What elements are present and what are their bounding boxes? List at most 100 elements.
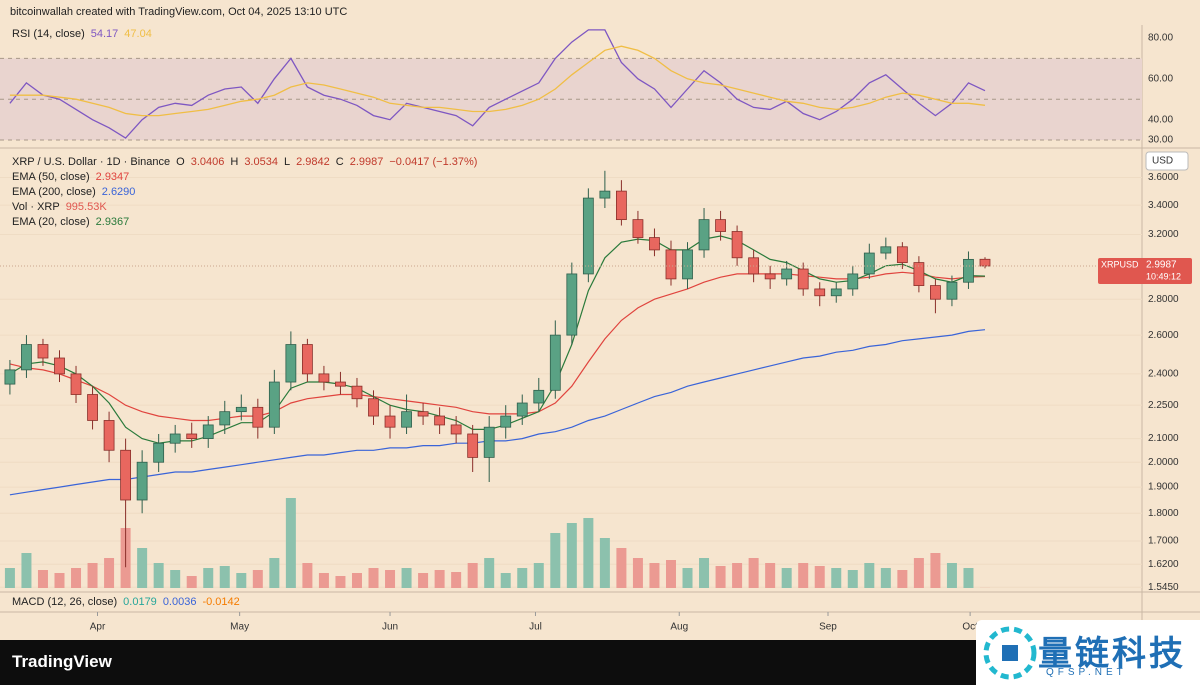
volume-bar bbox=[153, 563, 164, 588]
volume-bar bbox=[4, 568, 15, 588]
volume-bar bbox=[682, 568, 693, 588]
legend-value: 0.0036 bbox=[162, 596, 197, 608]
y-tick-label: 1.5450 bbox=[1148, 582, 1179, 593]
ohlc-prefix: O bbox=[176, 156, 185, 168]
currency-box bbox=[1145, 151, 1189, 171]
volume-bar bbox=[37, 570, 48, 588]
rsi-line bbox=[9, 45, 986, 117]
volume-bar bbox=[467, 563, 478, 588]
volume-bar bbox=[351, 573, 362, 588]
candle-body bbox=[764, 273, 776, 280]
ohlc-value: 2.9987 bbox=[349, 156, 384, 168]
volume-bar bbox=[368, 568, 379, 588]
volume-bar bbox=[21, 553, 32, 588]
volume-bar bbox=[599, 538, 610, 588]
x-tick-label: Sep bbox=[819, 622, 837, 633]
legend-value: -0.0142 bbox=[202, 596, 240, 608]
y-tick-label: 2.8000 bbox=[1148, 294, 1179, 305]
volume-bar bbox=[798, 563, 809, 588]
watermark: 量链科技 QFSP.NET bbox=[976, 620, 1200, 685]
candle-body bbox=[351, 385, 363, 400]
x-tick-label: Oct bbox=[962, 622, 978, 633]
candle-body bbox=[335, 381, 346, 387]
candle-body bbox=[467, 433, 479, 458]
price-label: 2.9987 bbox=[1146, 260, 1177, 271]
volume-bar bbox=[104, 558, 115, 588]
candle-body bbox=[913, 262, 925, 286]
legend-value: 2.9347 bbox=[95, 171, 130, 183]
legend-name: EMA (200, close) bbox=[12, 186, 96, 198]
volume-bar bbox=[252, 570, 263, 588]
ohlc-value: 3.0534 bbox=[244, 156, 278, 168]
volume-bar bbox=[963, 568, 974, 588]
volume-bar bbox=[219, 566, 230, 588]
watermark-site: QFSP.NET bbox=[1046, 667, 1127, 678]
legend-value: 47.04 bbox=[124, 28, 152, 40]
volume-bar bbox=[665, 560, 676, 588]
candle-body bbox=[401, 411, 412, 428]
x-tick-label: Apr bbox=[90, 622, 106, 633]
y-tick-label: 60.00 bbox=[1148, 73, 1173, 84]
candle-body bbox=[417, 411, 429, 417]
brand: TradingView bbox=[12, 652, 112, 671]
volume-bar bbox=[550, 533, 561, 588]
candle-body bbox=[781, 268, 793, 280]
candle-body bbox=[582, 197, 594, 275]
countdown: 10:49:12 bbox=[1146, 271, 1181, 281]
candle-body bbox=[483, 426, 495, 458]
candle-body bbox=[21, 344, 32, 371]
volume-bar bbox=[87, 563, 98, 588]
ema-line bbox=[9, 271, 986, 422]
rsi-line bbox=[9, 29, 986, 139]
volume-bar bbox=[54, 573, 65, 588]
legend-value: 0.0179 bbox=[123, 596, 157, 608]
candle-body bbox=[136, 461, 148, 501]
candle-body bbox=[599, 190, 611, 199]
volume-bar bbox=[71, 568, 82, 588]
volume-bar bbox=[269, 558, 280, 588]
volume-bar bbox=[302, 563, 313, 588]
legend-title: XRP / U.S. Dollar · 1D · Binance bbox=[12, 156, 171, 168]
ema-line bbox=[9, 329, 986, 496]
ohlc-value: 2.9842 bbox=[296, 156, 330, 168]
candle-body bbox=[70, 373, 82, 395]
candle-body bbox=[616, 190, 627, 221]
candle-body bbox=[252, 406, 264, 428]
volume-bar bbox=[137, 548, 148, 588]
candle-body bbox=[880, 246, 892, 254]
candle-body bbox=[368, 398, 379, 417]
y-tick-label: 1.8000 bbox=[1148, 508, 1179, 519]
volume-bar bbox=[715, 566, 726, 588]
volume-bar bbox=[484, 558, 495, 588]
x-tick-label: Aug bbox=[670, 622, 688, 633]
candle-body bbox=[830, 288, 842, 297]
y-tick-label: 30.00 bbox=[1148, 135, 1173, 146]
legend: RSI (14, close) 54.17 47.04 bbox=[12, 28, 158, 40]
candle-body bbox=[814, 288, 826, 297]
legend-name: EMA (20, close) bbox=[12, 216, 90, 228]
credit: bitcoinwallah created with TradingView.c… bbox=[10, 6, 348, 18]
candle-body bbox=[715, 219, 726, 232]
candle-body bbox=[301, 344, 313, 375]
volume-bar bbox=[566, 523, 577, 588]
currency: USD bbox=[1152, 156, 1173, 167]
y-tick-label: 1.6200 bbox=[1148, 559, 1179, 570]
y-tick-label: 80.00 bbox=[1148, 33, 1173, 44]
volume-bar bbox=[583, 518, 594, 588]
volume-bar bbox=[781, 568, 792, 588]
candle-body bbox=[169, 433, 181, 444]
price-label-box bbox=[1098, 258, 1192, 285]
volume-bar bbox=[401, 568, 412, 588]
candle-body bbox=[268, 381, 280, 428]
volume-bar bbox=[946, 563, 957, 588]
volume-bar bbox=[616, 548, 627, 588]
candle-body bbox=[946, 281, 958, 300]
legend-value: 2.9367 bbox=[95, 216, 130, 228]
ema-line bbox=[9, 235, 986, 444]
volume-bar bbox=[418, 573, 429, 588]
x-tick-label: Jun bbox=[382, 622, 398, 633]
volume-bar bbox=[335, 576, 346, 588]
candle-body bbox=[186, 433, 198, 439]
candle-body bbox=[450, 424, 462, 435]
